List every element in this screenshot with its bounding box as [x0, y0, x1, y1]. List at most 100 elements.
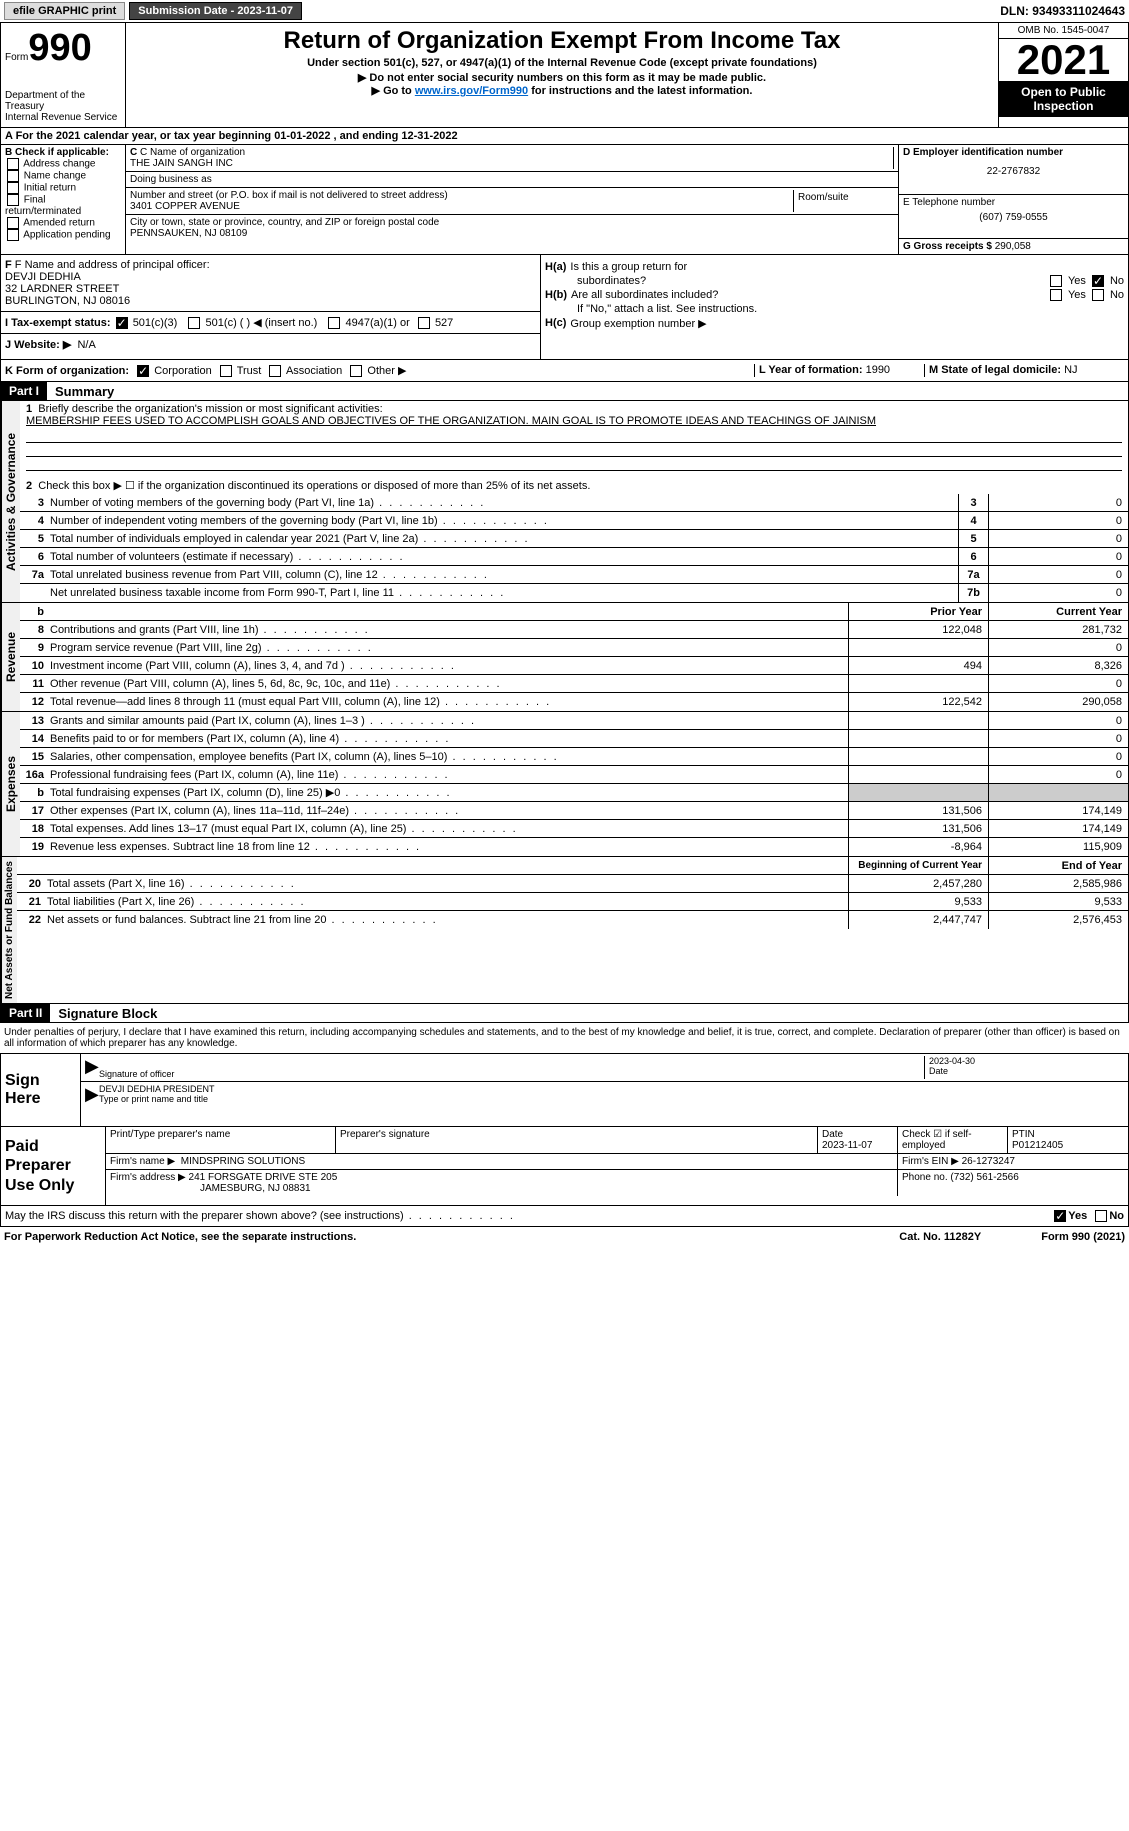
col-prior: Prior Year	[848, 603, 988, 620]
ein-value: 22-2767832	[903, 166, 1124, 177]
l1-label: Briefly describe the organization's miss…	[38, 403, 382, 415]
street-address: 3401 COPPER AVENUE	[130, 201, 793, 212]
firm-name: MINDSPRING SOLUTIONS	[181, 1156, 305, 1167]
hc-label: Group exemption number ▶	[570, 317, 706, 330]
may-irs-row: May the IRS discuss this return with the…	[0, 1206, 1129, 1227]
e-label: E Telephone number	[903, 197, 1124, 208]
phone-label: Phone no.	[902, 1172, 948, 1183]
officer-addr2: BURLINGTON, NJ 08016	[5, 295, 536, 307]
part2-header: Part II Signature Block	[0, 1004, 1129, 1023]
k-label: K Form of organization:	[5, 365, 129, 377]
k-other-checkbox[interactable]	[350, 365, 362, 377]
b-label: B Check if applicable:	[5, 147, 121, 158]
ha-no[interactable]	[1092, 275, 1104, 287]
4947-checkbox[interactable]	[328, 317, 340, 329]
part1-num: Part I	[1, 382, 47, 400]
b-opt-checkbox[interactable]	[7, 170, 19, 182]
b-opt-checkbox[interactable]	[7, 182, 19, 194]
m-label: M State of legal domicile:	[929, 364, 1061, 376]
dba-label: Doing business as	[130, 174, 894, 185]
side-netassets: Net Assets or Fund Balances	[1, 857, 17, 1003]
type-name-label: Type or print name and title	[99, 1094, 1124, 1104]
firm-name-label: Firm's name ▶	[110, 1156, 175, 1167]
l2-text: Check this box ▶ ☐ if the organization d…	[38, 480, 590, 492]
b-opt-checkbox[interactable]	[7, 217, 19, 229]
firm-ein: 26-1273247	[962, 1156, 1015, 1167]
d-label: D Employer identification number	[903, 147, 1063, 158]
b-opt-checkbox[interactable]	[7, 229, 19, 241]
prep-sig-label: Preparer's signature	[336, 1127, 818, 1153]
prep-date: 2023-11-07	[822, 1140, 872, 1151]
addr-label: Number and street (or P.O. box if mail i…	[130, 190, 793, 201]
g-label: G Gross receipts $	[903, 241, 992, 252]
form-header: Form990 Department of the Treasury Inter…	[0, 22, 1129, 128]
ha-label: Is this a group return for	[570, 261, 1124, 273]
dln-text: DLN: 93493311024643	[1000, 4, 1125, 18]
b-opt-checkbox[interactable]	[7, 158, 19, 170]
part1-title: Summary	[55, 384, 114, 399]
side-revenue: Revenue	[1, 603, 20, 711]
officer-printed-name: DEVJI DEDHIA PRESIDENT	[99, 1084, 1124, 1094]
date-label: Date	[929, 1066, 1124, 1076]
officer-name: DEVJI DEDHIA	[5, 271, 536, 283]
may-irs-text: May the IRS discuss this return with the…	[5, 1210, 1052, 1222]
ha-yes[interactable]	[1050, 275, 1062, 287]
527-checkbox[interactable]	[418, 317, 430, 329]
room-label: Room/suite	[798, 192, 890, 203]
row-a-calendar: A For the 2021 calendar year, or tax yea…	[0, 128, 1129, 145]
page-footer: For Paperwork Reduction Act Notice, see …	[0, 1227, 1129, 1247]
501c-checkbox[interactable]	[188, 317, 200, 329]
form-title: Return of Organization Exempt From Incom…	[130, 27, 994, 55]
mission-text: MEMBERSHIP FEES USED TO ACCOMPLISH GOALS…	[26, 415, 876, 427]
irs-label: Internal Revenue Service	[5, 112, 121, 123]
form-word: Form	[5, 52, 28, 63]
expenses-section: Expenses 13Grants and similar amounts pa…	[0, 712, 1129, 857]
city-label: City or town, state or province, country…	[130, 217, 894, 228]
state-domicile: NJ	[1064, 364, 1077, 376]
dept-treasury: Department of the Treasury	[5, 90, 121, 112]
cat-number: Cat. No. 11282Y	[899, 1231, 981, 1243]
k-corp-checkbox[interactable]	[137, 365, 149, 377]
i-label: I Tax-exempt status:	[5, 317, 111, 329]
netassets-section: Net Assets or Fund Balances Beginning of…	[0, 857, 1129, 1004]
governance-section: Activities & Governance 1 Briefly descri…	[0, 401, 1129, 603]
k-assoc-checkbox[interactable]	[269, 365, 281, 377]
city-state-zip: PENNSAUKEN, NJ 08109	[130, 228, 894, 239]
discuss-yes[interactable]	[1054, 1210, 1066, 1222]
firm-phone: (732) 561-2566	[950, 1172, 1018, 1183]
f-label: F Name and address of principal officer:	[15, 259, 210, 271]
side-governance: Activities & Governance	[1, 401, 20, 602]
submission-button[interactable]: Submission Date - 2023-11-07	[129, 2, 302, 20]
part2-num: Part II	[1, 1004, 50, 1022]
subtitle-2: ▶ Do not enter social security numbers o…	[130, 71, 994, 84]
paperwork-notice: For Paperwork Reduction Act Notice, see …	[4, 1231, 899, 1243]
hb-yes[interactable]	[1050, 289, 1062, 301]
subtitle-1: Under section 501(c), 527, or 4947(a)(1)…	[130, 57, 994, 69]
b-opt-checkbox[interactable]	[7, 194, 19, 206]
website-value: N/A	[77, 339, 95, 351]
k-trust-checkbox[interactable]	[220, 365, 232, 377]
part2-title: Signature Block	[58, 1006, 157, 1021]
firm-ein-label: Firm's EIN ▶	[902, 1156, 959, 1167]
sig-officer-label: Signature of officer	[99, 1069, 174, 1079]
self-employed-check: Check ☑ if self-employed	[898, 1127, 1008, 1153]
tax-year: 2021	[999, 39, 1128, 81]
c-name-label: C Name of organization	[140, 147, 245, 158]
penalty-text: Under penalties of perjury, I declare th…	[0, 1023, 1129, 1053]
501c3-checkbox[interactable]	[116, 317, 128, 329]
hb-label: Are all subordinates included?	[571, 289, 1044, 301]
officer-addr1: 32 LARDNER STREET	[5, 283, 536, 295]
efile-button[interactable]: efile GRAPHIC print	[4, 2, 125, 20]
section-bcd: B Check if applicable: Address change Na…	[0, 145, 1129, 255]
form-footer: Form 990 (2021)	[1041, 1231, 1125, 1243]
discuss-no[interactable]	[1095, 1210, 1107, 1222]
paid-preparer-label: Paid Preparer Use Only	[1, 1127, 106, 1205]
part1-header: Part I Summary	[0, 382, 1129, 401]
hb-no[interactable]	[1092, 289, 1104, 301]
firm-addr-label: Firm's address ▶	[110, 1172, 186, 1183]
prep-name-label: Print/Type preparer's name	[106, 1127, 336, 1153]
irs-link[interactable]: www.irs.gov/Form990	[415, 85, 528, 97]
gross-receipts: 290,058	[995, 241, 1031, 252]
l-label: L Year of formation:	[759, 364, 863, 376]
firm-addr1: 241 FORSGATE DRIVE STE 205	[189, 1172, 338, 1183]
